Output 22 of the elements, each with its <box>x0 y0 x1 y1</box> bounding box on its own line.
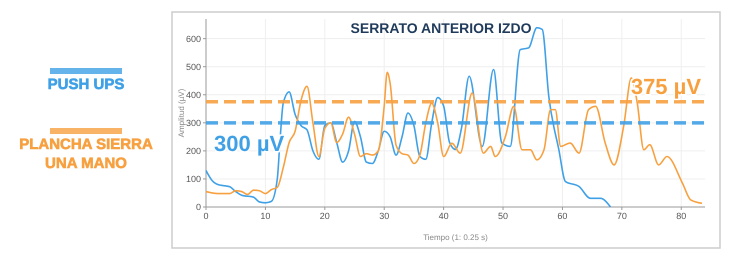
line-series <box>205 72 703 204</box>
x-tick-label: 40 <box>438 211 449 221</box>
x-tick-label: 50 <box>498 211 508 221</box>
legend-label: PUSH UPS <box>48 76 124 93</box>
x-tick-label: 0 <box>203 211 209 221</box>
x-axis-title: Tiempo (1: 0.25 s) <box>423 233 488 242</box>
y-tick-label: 100 <box>186 174 201 184</box>
y-tick-label: 300 <box>186 118 201 128</box>
x-tick-label: 60 <box>557 211 568 221</box>
x-tick-label: 30 <box>379 211 390 221</box>
x-tick-label: 10 <box>260 211 270 221</box>
y-tick-label: 400 <box>186 90 201 100</box>
y-axis-title: Amplitud (µV) <box>177 88 186 138</box>
legend-label: PLANCHA SIERRA UNA MANO <box>19 136 153 172</box>
chart-title: SERRATO ANTERIOR IZDO <box>350 20 532 36</box>
x-tick-label: 70 <box>616 211 627 221</box>
x-tick-label: 80 <box>676 211 686 221</box>
x-tick-label: 20 <box>320 211 330 221</box>
y-tick-label: 500 <box>186 62 201 72</box>
y-tick-label: 0 <box>196 202 201 212</box>
y-tick-label: 600 <box>186 34 201 44</box>
y-tick-label: 200 <box>186 146 201 156</box>
